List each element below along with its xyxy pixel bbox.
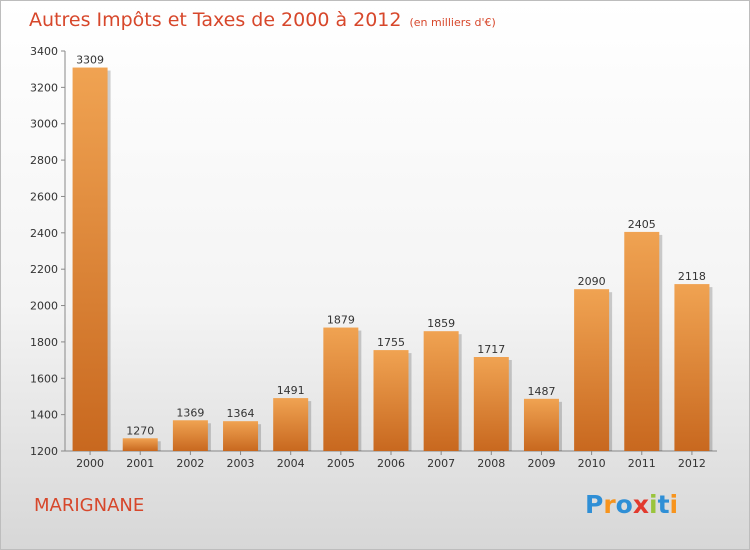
logo-letter: P	[585, 490, 604, 519]
chart-subtitle: (en milliers d'€)	[409, 16, 496, 29]
bars	[72, 67, 713, 451]
x-tick-label: 2010	[578, 457, 606, 470]
x-tick-label: 2007	[427, 457, 455, 470]
bar	[273, 398, 309, 451]
bar-value-label: 1879	[327, 314, 355, 327]
y-tick-label: 2800	[30, 154, 58, 167]
bar-value-label: 2118	[678, 270, 706, 283]
y-tick-label: 3400	[30, 45, 58, 58]
x-tick-label: 2012	[678, 457, 706, 470]
logo-letter: o	[615, 490, 633, 519]
location-name: MARIGNANE	[34, 495, 145, 516]
bar-value-label: 1270	[126, 424, 154, 437]
bar	[574, 289, 610, 451]
y-tick-label: 1600	[30, 372, 58, 385]
value-labels: 3309 1270 1369 1364 1491 1879 1755 1859 1717 1487…	[76, 54, 706, 438]
y-tick-label: 2400	[30, 227, 58, 240]
y-tick-label: 1400	[30, 409, 58, 422]
y-tick-label: 2600	[30, 190, 58, 203]
bar-chart: 1200 1400 1600 1800 2000 2200 2400 2600 2800 3000…	[30, 45, 717, 470]
logo-letter: t	[657, 490, 670, 519]
logo-letter: i	[669, 490, 679, 519]
y-tick-label: 1200	[30, 445, 58, 458]
x-tick-label: 2005	[327, 457, 355, 470]
y-tick-label: 3000	[30, 118, 58, 131]
x-tick-label: 2003	[227, 457, 255, 470]
bar-value-label: 3309	[76, 54, 104, 67]
bar	[473, 357, 509, 451]
y-tick-label: 2200	[30, 263, 58, 276]
y-tick-label: 1800	[30, 336, 58, 349]
bar	[674, 284, 710, 451]
y-tick-label: 3200	[30, 81, 58, 94]
bar-value-label: 1755	[377, 336, 405, 349]
proxiti-logo: Proxiti	[585, 490, 678, 519]
bar-value-label: 2090	[578, 275, 606, 288]
logo-letter: r	[603, 490, 616, 519]
bar-value-label: 1487	[527, 385, 555, 398]
title-text: Autres Impôts et Taxes de 2000 à 2012	[29, 9, 402, 31]
x-tick-label: 2001	[126, 457, 154, 470]
bar	[323, 327, 359, 451]
x-tick-label: 2002	[176, 457, 204, 470]
bar-value-label: 1364	[227, 407, 255, 420]
bar-value-label: 2405	[628, 218, 656, 231]
x-tick-label: 2000	[76, 457, 104, 470]
bar	[423, 331, 459, 451]
bar	[172, 420, 208, 451]
x-tick-label: 2004	[277, 457, 305, 470]
chart-title: Autres Impôts et Taxes de 2000 à 2012 (en…	[29, 9, 496, 31]
logo-letter: i	[649, 490, 658, 519]
bar	[72, 67, 108, 451]
bar	[523, 398, 559, 451]
x-tick-label: 2006	[377, 457, 405, 470]
logo-letter: x	[632, 490, 649, 519]
bar-value-label: 1491	[277, 384, 305, 397]
bar	[373, 350, 409, 451]
x-tick-label: 2011	[628, 457, 656, 470]
bar	[624, 231, 660, 451]
bar-value-label: 1859	[427, 317, 455, 330]
bar	[122, 438, 158, 451]
bar	[223, 421, 259, 451]
x-tick-label: 2009	[527, 457, 555, 470]
bar-value-label: 1369	[176, 406, 204, 419]
x-tick-label: 2008	[477, 457, 505, 470]
bar-value-label: 1717	[477, 343, 505, 356]
y-tick-label: 2000	[30, 300, 58, 313]
